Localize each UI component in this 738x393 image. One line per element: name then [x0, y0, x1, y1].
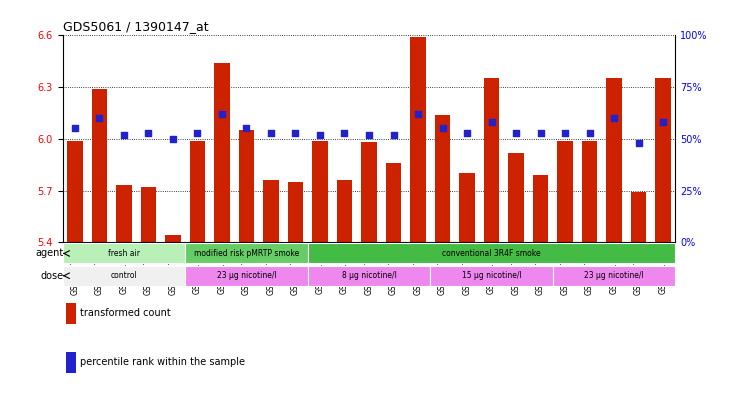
Bar	[185, 243, 308, 263]
Bar	[165, 235, 181, 242]
Bar	[185, 266, 308, 286]
Bar	[557, 141, 573, 242]
Point	[608, 115, 620, 121]
Bar	[308, 243, 675, 263]
Point	[657, 119, 669, 125]
Bar	[606, 79, 622, 242]
Bar	[67, 141, 83, 242]
Bar	[337, 180, 353, 242]
Text: 23 μg nicotine/l: 23 μg nicotine/l	[584, 271, 644, 280]
Bar	[190, 141, 205, 242]
Point	[486, 119, 497, 125]
Point	[289, 129, 301, 136]
Point	[363, 132, 375, 138]
Bar	[385, 163, 401, 242]
Text: conventional 3R4F smoke: conventional 3R4F smoke	[442, 249, 541, 258]
Point	[412, 111, 424, 117]
Bar	[288, 182, 303, 242]
Point	[437, 125, 449, 132]
Bar	[533, 175, 548, 242]
Point	[94, 115, 106, 121]
Point	[584, 129, 596, 136]
Point	[461, 129, 473, 136]
Point	[69, 125, 81, 132]
Point	[241, 125, 252, 132]
Text: 8 μg nicotine/l: 8 μg nicotine/l	[342, 271, 396, 280]
Bar	[308, 266, 430, 286]
Bar	[263, 180, 279, 242]
Point	[167, 136, 179, 142]
Bar	[410, 37, 426, 242]
Bar	[116, 185, 132, 242]
Point	[632, 140, 644, 146]
Point	[118, 132, 130, 138]
Bar	[238, 130, 255, 242]
Bar	[430, 266, 553, 286]
Point	[314, 132, 326, 138]
Point	[339, 129, 351, 136]
Text: percentile rank within the sample: percentile rank within the sample	[80, 357, 245, 367]
Point	[534, 129, 546, 136]
Point	[192, 129, 204, 136]
Text: 15 μg nicotine/l: 15 μg nicotine/l	[462, 271, 521, 280]
Bar	[63, 243, 185, 263]
Bar	[140, 187, 156, 242]
Bar	[361, 142, 377, 242]
Text: 23 μg nicotine/l: 23 μg nicotine/l	[217, 271, 276, 280]
Text: modified risk pMRTP smoke: modified risk pMRTP smoke	[194, 249, 299, 258]
Bar	[312, 141, 328, 242]
Bar	[483, 79, 500, 242]
Text: fresh air: fresh air	[108, 249, 140, 258]
Bar	[214, 63, 230, 242]
Bar	[630, 192, 646, 242]
Bar	[63, 266, 185, 286]
Point	[216, 111, 228, 117]
Text: control: control	[111, 271, 137, 280]
Bar	[435, 115, 450, 242]
Bar	[655, 79, 671, 242]
Bar	[92, 89, 108, 242]
Text: agent: agent	[35, 248, 63, 259]
Bar	[459, 173, 475, 242]
Bar	[553, 266, 675, 286]
Point	[265, 129, 277, 136]
Bar	[508, 152, 524, 242]
Bar	[582, 141, 598, 242]
Point	[387, 132, 399, 138]
Text: GDS5061 / 1390147_at: GDS5061 / 1390147_at	[63, 20, 208, 33]
Text: dose: dose	[41, 271, 63, 281]
Text: transformed count: transformed count	[80, 308, 170, 318]
Point	[510, 129, 522, 136]
Point	[559, 129, 571, 136]
Point	[142, 129, 154, 136]
